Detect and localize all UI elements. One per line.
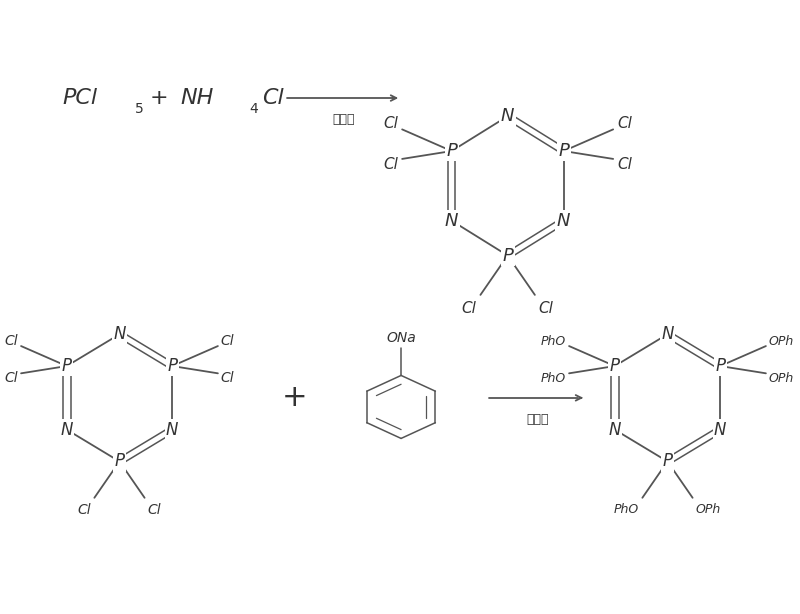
Text: OPh: OPh: [696, 503, 721, 516]
Text: PhO: PhO: [541, 335, 566, 348]
Text: N: N: [166, 421, 178, 438]
Text: Cl: Cl: [617, 157, 632, 173]
Text: N: N: [445, 212, 458, 230]
Text: N: N: [114, 325, 126, 343]
Text: P: P: [715, 357, 726, 375]
Text: N: N: [501, 107, 514, 125]
Text: 催化剂: 催化剂: [526, 413, 549, 426]
Text: Cl: Cl: [221, 334, 234, 348]
Text: 5: 5: [134, 102, 143, 116]
Text: Cl: Cl: [5, 371, 18, 385]
Text: PhO: PhO: [541, 371, 566, 384]
Text: Cl: Cl: [617, 116, 632, 131]
Text: P: P: [610, 357, 620, 375]
Text: 4: 4: [249, 102, 258, 116]
Text: PCl: PCl: [62, 88, 98, 108]
Text: P: P: [558, 142, 569, 160]
Text: P: P: [446, 142, 457, 160]
Text: Cl: Cl: [462, 301, 477, 316]
Text: NH: NH: [180, 88, 214, 108]
Text: +: +: [150, 88, 169, 108]
Text: Cl: Cl: [78, 503, 91, 516]
Text: 催化剂: 催化剂: [333, 113, 355, 126]
Text: N: N: [609, 421, 621, 438]
Text: Cl: Cl: [538, 301, 554, 316]
Text: P: P: [502, 246, 513, 265]
Text: N: N: [714, 421, 726, 438]
Text: P: P: [62, 357, 72, 375]
Text: OPh: OPh: [769, 371, 794, 384]
Text: OPh: OPh: [769, 335, 794, 348]
Text: N: N: [557, 212, 570, 230]
Text: ONa: ONa: [386, 331, 416, 345]
Text: Cl: Cl: [148, 503, 162, 516]
Text: PhO: PhO: [614, 503, 639, 516]
Text: P: P: [167, 357, 178, 375]
Text: Cl: Cl: [383, 157, 398, 173]
Text: P: P: [662, 453, 673, 470]
Text: N: N: [61, 421, 73, 438]
Text: P: P: [114, 453, 125, 470]
Text: Cl: Cl: [383, 116, 398, 131]
Text: Cl: Cl: [221, 371, 234, 385]
Text: Cl: Cl: [262, 88, 283, 108]
Text: N: N: [662, 325, 674, 343]
Text: Cl: Cl: [5, 334, 18, 348]
Text: +: +: [282, 383, 307, 413]
